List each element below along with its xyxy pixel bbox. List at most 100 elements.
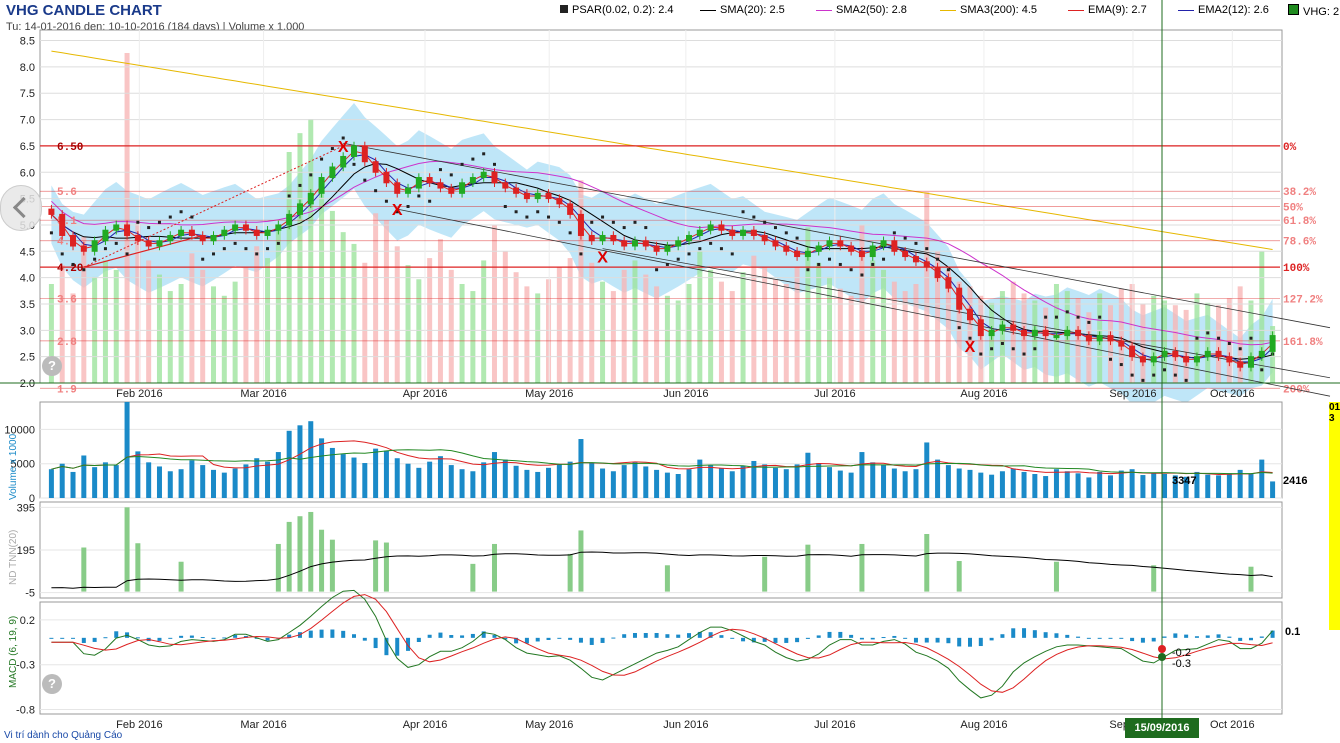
psar-dot	[601, 215, 605, 219]
volume-bar	[459, 469, 465, 498]
x-tick-label: Aug 2016	[960, 388, 1007, 400]
volume-bar	[491, 452, 497, 498]
psar-dot	[806, 268, 810, 272]
chevron-left-icon[interactable]	[0, 185, 42, 231]
volume-overlay-bar	[989, 302, 995, 383]
psar-dot	[503, 205, 507, 208]
nd-bar	[859, 543, 865, 592]
candle-body	[902, 250, 909, 258]
macd-histogram-bar	[524, 637, 529, 644]
volume-y-tick: 0	[29, 493, 35, 505]
volume-bar	[427, 461, 433, 498]
volume-bar	[632, 462, 638, 498]
candle-body	[761, 234, 768, 242]
trendline-solid	[83, 234, 203, 268]
macd-histogram-bar	[49, 637, 54, 639]
volume-bar	[383, 450, 389, 498]
psar-dot	[201, 257, 205, 261]
psar-dot	[525, 215, 529, 219]
volume-bar	[999, 471, 1005, 498]
volume-bar	[1270, 481, 1276, 498]
psar-dot	[676, 257, 680, 261]
macd-histogram-bar	[946, 637, 951, 644]
volume-bar	[1053, 469, 1059, 498]
macd-x-tick-label: Mar 2016	[240, 719, 286, 731]
nd-bar	[286, 521, 292, 592]
candle-body	[675, 240, 682, 247]
volume-bar	[275, 452, 281, 498]
volume-bar	[1194, 471, 1200, 498]
candle-body	[329, 166, 336, 179]
volume-bar	[146, 462, 152, 498]
psar-dot	[309, 173, 313, 177]
psar-dot	[828, 257, 832, 261]
macd-histogram-bar	[687, 633, 692, 638]
volume-bar	[1226, 473, 1232, 498]
candle-body	[513, 187, 520, 194]
psar-dot	[1000, 341, 1004, 345]
macd-histogram-bar	[211, 637, 216, 639]
psar-dot	[298, 183, 302, 187]
psar-dot	[482, 152, 486, 156]
candle-body	[1075, 329, 1082, 337]
nd-line	[51, 551, 1273, 589]
volume-overlay-bar	[1151, 295, 1157, 383]
psar-dot	[579, 252, 583, 256]
volume-bar	[524, 469, 530, 498]
candle-body	[707, 224, 714, 231]
macd-histogram-bar	[1227, 636, 1232, 638]
macd-histogram-bar	[114, 631, 119, 638]
volume-overlay-bar	[1043, 307, 1049, 383]
volume-overlay-bar	[243, 267, 249, 383]
volume-bar	[470, 471, 476, 498]
help-icon[interactable]: ?	[42, 356, 62, 376]
psar-dot	[49, 231, 53, 235]
psar-dot	[384, 199, 388, 203]
chart-title: VHG CANDLE CHART	[6, 2, 162, 19]
candle-body	[545, 192, 552, 200]
volume-overlay-bar	[535, 293, 541, 383]
nd-bar	[1053, 561, 1059, 592]
macd-histogram-bar	[881, 637, 886, 639]
psar-dot	[849, 268, 853, 272]
macd-histogram-bar	[1054, 633, 1059, 638]
macd-histogram-bar	[589, 637, 594, 645]
volume-bar	[1172, 475, 1178, 498]
candle-body	[599, 234, 606, 242]
psar-dot	[914, 241, 918, 245]
bollinger-band	[51, 102, 1273, 409]
macd-histogram-bar	[913, 637, 918, 643]
crosshair-dot	[1158, 645, 1166, 653]
macd-histogram-bar	[514, 637, 519, 644]
volume-overlay-bar	[751, 255, 757, 383]
nd-y-tick: 395	[17, 502, 35, 514]
macd-histogram-bar	[643, 633, 648, 638]
volume-ma2-line	[51, 449, 1273, 475]
volume-overlay-bar	[221, 295, 227, 383]
macd-histogram-bar	[222, 637, 227, 639]
help-icon[interactable]: ?	[42, 674, 62, 694]
y-tick-label: 2.0	[20, 378, 35, 390]
volume-bar	[351, 457, 357, 498]
fib-level-label: 127.2%	[1283, 295, 1323, 307]
macd-x-tick-label: Jun 2016	[663, 719, 708, 731]
psar-dot	[1249, 336, 1253, 340]
macd-histogram-bar	[395, 637, 400, 656]
nd-bar	[124, 507, 130, 592]
candle-body	[210, 234, 217, 242]
x-tick-label: May 2016	[525, 388, 573, 400]
psar-dot	[168, 215, 172, 219]
fib-level-label: 100%	[1283, 263, 1310, 275]
macd-histogram-bar	[189, 635, 194, 638]
volume-bar	[416, 467, 422, 498]
candle-body	[610, 234, 617, 242]
psar-dot	[514, 210, 518, 214]
volume-overlay-bar	[881, 269, 887, 383]
macd-histogram-bar	[1130, 637, 1135, 642]
psar-dot	[698, 247, 702, 251]
volume-overlay-bar	[81, 236, 87, 383]
candle-body	[934, 266, 941, 279]
candle-body	[426, 177, 433, 184]
psar-dot	[871, 262, 875, 266]
fib-price-label: 2.8	[57, 337, 77, 349]
